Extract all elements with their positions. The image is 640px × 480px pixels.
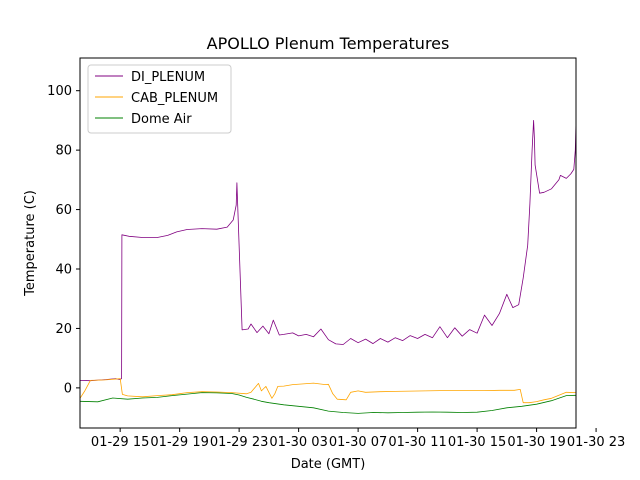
y-tick-label: 80 [55,144,72,159]
legend-box [87,64,232,134]
series-line-cab-plenum [80,378,576,404]
legend: DI_PLENUM CAB_PLENUM Dome Air [87,64,232,134]
x-tick-label: 01-29 15 [91,435,149,450]
y-tick-label: 60 [55,203,72,218]
x-tick-label: 01-30 11 [388,435,446,450]
x-tick-label: 01-29 19 [150,435,208,450]
x-tick-label: 01-30 03 [269,435,327,450]
plot-frame [79,57,577,429]
x-tick-label: 01-30 19 [507,435,565,450]
x-tick-label: 01-30 07 [329,435,387,450]
y-tick-label: 40 [55,263,72,278]
legend-label-di-plenum: DI_PLENUM [131,70,205,85]
x-axis-label: Date (GMT) [291,457,366,472]
series-line-dome-air [80,392,576,414]
x-tick-label: 01-29 23 [210,435,268,450]
y-tick-label: 100 [47,84,72,99]
legend-label-cab-plenum: CAB_PLENUM [131,91,218,106]
x-tick-label: 01-30 15 [448,435,506,450]
chart-title: APOLLO Plenum Temperatures [207,34,450,53]
y-axis-label: Temperature (C) [23,190,38,297]
series-line-di-plenum [80,120,576,382]
series-layer [80,120,576,414]
legend-label-dome-air: Dome Air [131,112,192,127]
ticks-layer: 01-29 15 01-29 19 01-29 23 01-30 03 01-30 07… [47,84,625,450]
x-tick-label: 01-30 23 [567,435,625,450]
y-tick-label: 20 [55,322,72,337]
y-tick-label: 0 [64,381,72,396]
